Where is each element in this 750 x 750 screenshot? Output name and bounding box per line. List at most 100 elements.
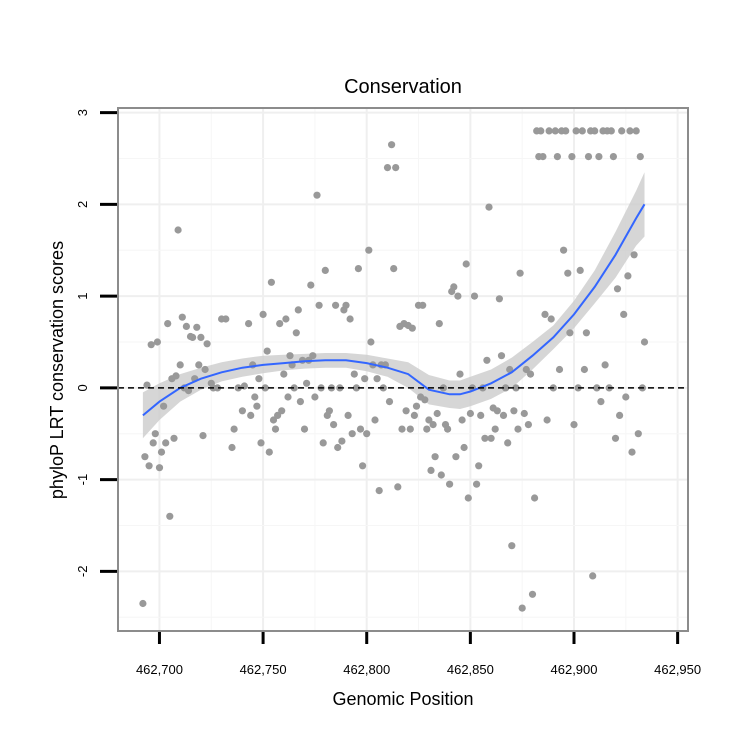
data-point (485, 203, 493, 211)
y-tick-label: 2 (75, 201, 90, 208)
data-point (531, 494, 539, 502)
data-point (613, 285, 622, 293)
data-point (263, 347, 271, 355)
data-point (257, 439, 265, 447)
data-point (454, 292, 462, 300)
data-point (356, 425, 365, 433)
data-point (392, 164, 400, 172)
data-point (618, 127, 626, 135)
data-point (502, 384, 510, 392)
data-point (510, 407, 518, 415)
y-tick-label: -1 (75, 474, 90, 486)
data-point (398, 425, 406, 433)
x-tick-label: 462,900 (551, 662, 598, 677)
data-point (199, 432, 207, 440)
data-point (321, 266, 329, 274)
data-point (203, 340, 211, 348)
y-tick-label: 1 (75, 292, 90, 299)
data-point (555, 365, 564, 374)
data-point (402, 407, 410, 415)
data-point (425, 416, 433, 424)
data-point (630, 251, 638, 259)
data-point (564, 269, 572, 277)
confidence-ribbon (142, 172, 645, 439)
data-point (601, 361, 609, 369)
data-point (423, 425, 431, 433)
y-tick-label: 3 (75, 109, 90, 116)
data-point (267, 278, 275, 286)
data-point (176, 361, 184, 369)
data-point (265, 448, 273, 456)
data-point (458, 416, 466, 424)
data-point (388, 141, 396, 149)
data-point (290, 384, 298, 392)
data-point (591, 127, 599, 135)
data-point (348, 430, 356, 438)
data-point (514, 425, 522, 433)
data-point (155, 464, 164, 472)
data-point (410, 411, 418, 419)
data-point (526, 370, 535, 378)
data-point (269, 416, 278, 424)
y-axis-label: phyloP LRT conservation scores (47, 241, 67, 499)
data-point (512, 384, 520, 392)
data-point (487, 434, 495, 442)
data-point (222, 315, 230, 323)
data-point (213, 384, 222, 392)
data-point (253, 402, 261, 410)
data-point (609, 153, 618, 161)
data-point (620, 310, 628, 318)
data-point (622, 393, 630, 401)
data-point (595, 153, 603, 161)
data-point (624, 272, 632, 280)
data-point (278, 407, 286, 415)
data-point (568, 153, 576, 161)
data-point (493, 407, 501, 415)
data-point (470, 292, 479, 300)
data-point (475, 462, 483, 470)
data-point (495, 295, 503, 303)
data-point (174, 226, 182, 234)
data-point (143, 381, 151, 389)
data-point (504, 439, 512, 447)
data-point (238, 407, 246, 415)
data-point (543, 416, 551, 424)
data-point (284, 393, 292, 401)
data-point (373, 375, 381, 383)
data-point (164, 320, 172, 328)
data-point (580, 365, 589, 374)
data-point (247, 411, 255, 419)
data-point (634, 430, 642, 438)
data-point (446, 480, 454, 488)
data-point (274, 411, 282, 419)
data-point (433, 409, 441, 418)
data-point (450, 283, 458, 291)
data-point (499, 411, 508, 419)
data-point (315, 301, 323, 309)
data-point (547, 315, 555, 323)
data-point (141, 453, 149, 461)
data-point (350, 370, 358, 378)
data-point (570, 421, 578, 429)
data-point (572, 127, 580, 135)
x-tick-label: 462,800 (343, 662, 390, 677)
data-point (307, 281, 315, 289)
data-point (330, 421, 338, 429)
data-point (280, 370, 288, 378)
data-point (522, 365, 530, 374)
data-point (294, 306, 302, 314)
data-point (632, 127, 640, 135)
data-point (508, 542, 516, 550)
x-tick-label: 462,850 (447, 662, 494, 677)
data-point (251, 393, 259, 401)
data-point (385, 398, 394, 406)
data-point (334, 443, 342, 452)
data-point (616, 411, 624, 419)
data-point (491, 425, 499, 433)
data-point (383, 164, 392, 172)
data-point (319, 439, 327, 447)
data-point (145, 462, 153, 470)
data-point (435, 320, 443, 328)
data-point (560, 246, 568, 254)
